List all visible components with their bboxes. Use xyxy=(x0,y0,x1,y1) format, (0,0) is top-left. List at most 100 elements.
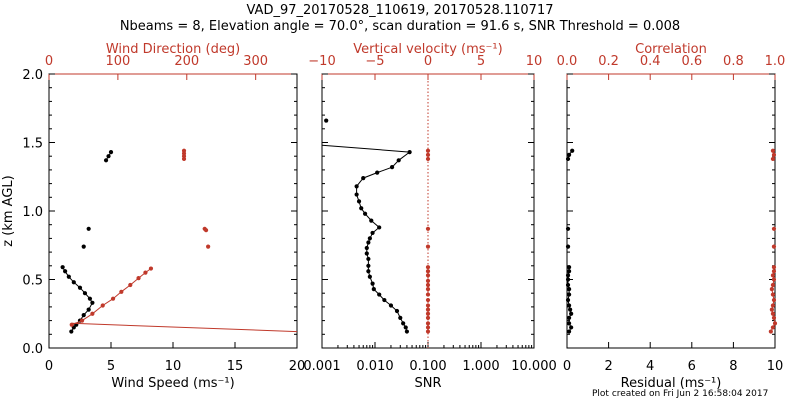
data-point xyxy=(143,270,148,275)
series-1 xyxy=(321,144,410,153)
data-point xyxy=(425,282,431,288)
data-point xyxy=(369,218,374,223)
data-point xyxy=(382,297,387,303)
data-point xyxy=(425,292,431,297)
data-point xyxy=(203,228,209,233)
bottom-tick-label: 8 xyxy=(729,359,737,374)
data-point xyxy=(771,277,777,282)
top-tick-label: 0 xyxy=(45,54,53,69)
data-point xyxy=(361,176,366,181)
series-2 xyxy=(565,226,571,231)
data-point xyxy=(770,292,776,297)
top-axis-label: Vertical velocity (ms⁻¹) xyxy=(353,42,502,57)
snr-panel: 0.001 0.010 0.100 1.000 10.000 SNR −10 −5 0 5 10 Ve… xyxy=(303,42,556,391)
data-point xyxy=(771,265,777,270)
data-point xyxy=(425,273,431,278)
plot-frame xyxy=(48,73,298,349)
data-point xyxy=(407,149,412,155)
data-point xyxy=(770,273,776,278)
data-point xyxy=(324,118,329,123)
data-point xyxy=(770,311,776,316)
data-point xyxy=(367,236,372,241)
data-point xyxy=(425,156,431,162)
data-point xyxy=(403,325,408,330)
series-3 xyxy=(425,148,431,334)
data-point xyxy=(566,303,572,308)
data-point xyxy=(396,158,401,163)
series-2 xyxy=(354,149,412,334)
y-tick-label: 1.0 xyxy=(22,205,43,220)
footer-timestamp: Plot created on Fri Jun 2 16:58:04 2017 xyxy=(592,389,768,399)
data-point xyxy=(425,297,431,303)
data-point xyxy=(389,165,395,170)
data-point xyxy=(569,311,574,316)
bottom-axis-label: SNR xyxy=(414,376,441,391)
data-point xyxy=(366,240,371,245)
bottom-tick-label: 0 xyxy=(45,359,53,374)
series-6 xyxy=(202,226,209,233)
bottom-tick-label: 10.000 xyxy=(511,359,557,374)
top-tick-label: 0.4 xyxy=(640,54,661,69)
data-point xyxy=(566,286,572,292)
data-point xyxy=(566,152,572,157)
series-3 xyxy=(103,149,114,163)
data-point xyxy=(570,148,575,153)
data-point xyxy=(110,296,116,301)
series-5 xyxy=(71,322,298,333)
y-axis-label: z (km AGL) xyxy=(1,175,16,246)
series-1 xyxy=(565,244,571,249)
data-point xyxy=(87,296,93,301)
series-0 xyxy=(565,265,574,334)
figure-title-line2: Nbeams = 8, Elevation angle = 70.0°, sca… xyxy=(120,19,680,34)
data-point xyxy=(90,300,95,305)
data-point xyxy=(566,329,572,334)
data-point xyxy=(356,199,362,204)
data-point xyxy=(377,225,382,230)
data-point xyxy=(366,269,371,274)
data-point xyxy=(771,244,777,249)
data-point xyxy=(370,230,375,236)
data-point xyxy=(60,265,65,270)
data-point xyxy=(66,274,71,279)
data-point xyxy=(565,273,571,278)
bottom-axis-label: Residual (ms⁻¹) xyxy=(621,376,722,391)
series-7 xyxy=(206,244,211,249)
data-point xyxy=(425,321,431,326)
series-0 xyxy=(60,265,95,334)
data-point xyxy=(425,303,431,308)
data-point xyxy=(565,226,571,231)
data-point xyxy=(425,315,431,320)
data-point xyxy=(770,156,776,162)
data-point xyxy=(566,315,572,320)
data-point xyxy=(770,282,776,288)
data-point xyxy=(370,281,375,286)
top-tick-label: 10 xyxy=(526,54,543,69)
wind-panel: 0 5 10 15 20 Wind Speed (ms⁻¹) 0 100 200 300Wind … xyxy=(1,42,305,391)
data-point xyxy=(375,170,380,175)
data-point xyxy=(79,318,85,323)
data-point xyxy=(425,307,431,312)
data-point xyxy=(770,303,776,308)
data-point xyxy=(565,282,571,288)
bottom-tick-label: 15 xyxy=(227,359,244,374)
data-point xyxy=(398,315,403,320)
data-point xyxy=(364,245,369,251)
data-point xyxy=(770,325,776,330)
data-point xyxy=(108,149,114,155)
data-point xyxy=(181,148,187,153)
data-point xyxy=(425,329,431,334)
data-point xyxy=(366,263,371,268)
data-point xyxy=(362,211,368,216)
data-point xyxy=(86,226,91,231)
data-point xyxy=(769,307,774,312)
data-point xyxy=(568,307,573,312)
residual-panel: 0 2 4 6 8 10 Residual (ms⁻¹) 0.0 0.2 0.4 0.6 0.8 1.0… xyxy=(557,42,786,391)
top-tick-label: 0 xyxy=(424,54,432,69)
data-point xyxy=(565,244,571,249)
top-axis-label: Wind Direction (deg) xyxy=(106,42,240,57)
bottom-tick-label: 10 xyxy=(767,359,784,374)
data-point xyxy=(86,307,91,312)
series-4 xyxy=(69,266,154,327)
data-point xyxy=(565,297,571,303)
